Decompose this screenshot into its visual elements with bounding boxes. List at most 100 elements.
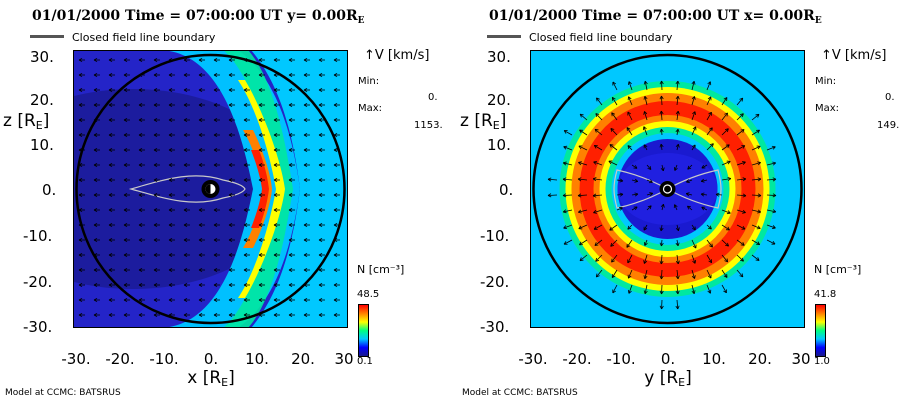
velocity-arrowhead — [333, 104, 338, 108]
velocity-arrowhead — [168, 74, 173, 78]
velocity-arrowhead — [183, 222, 188, 226]
velocity-arrowhead — [303, 72, 308, 76]
velocity-arrow — [595, 254, 603, 262]
velocity-arrowhead — [168, 164, 173, 168]
velocity-arrowhead — [93, 237, 98, 241]
velocity-arrowhead — [258, 87, 263, 91]
velocity-arrowhead — [649, 166, 652, 170]
velocity-arrowhead — [258, 179, 263, 183]
velocity-arrowhead — [757, 178, 762, 182]
velocity-arrowhead — [725, 244, 729, 247]
x-tick: 20. — [748, 350, 772, 368]
velocity-arrowhead — [742, 195, 747, 198]
velocity-arrowhead — [138, 59, 143, 63]
legend-label: Closed field line boundary — [529, 31, 673, 44]
velocity-arrowhead — [108, 132, 113, 136]
velocity-arrowhead — [318, 192, 323, 196]
velocity-arrowhead — [138, 117, 143, 121]
velocity-arrowhead — [138, 147, 143, 151]
velocity-arrowhead — [183, 252, 188, 256]
velocity-arrowhead — [660, 167, 664, 172]
velocity-arrowhead — [198, 87, 203, 91]
velocity-arrowhead — [661, 242, 664, 247]
velocity-arrow — [661, 284, 663, 295]
velocity-arrowhead — [772, 146, 776, 150]
velocity-arrowhead — [93, 74, 98, 78]
y-tick: -30. — [480, 318, 510, 336]
velocity-arrowhead — [677, 128, 680, 133]
velocity-arrowhead — [78, 252, 83, 256]
x-tick: -30. — [518, 350, 548, 368]
velocity-arrowhead — [78, 209, 83, 213]
velocity-arrowhead — [258, 162, 263, 166]
velocity-arrowhead — [123, 74, 128, 78]
velocity-arrowhead — [723, 290, 727, 294]
velocity-arrowhead — [627, 260, 631, 264]
velocity-arrowhead — [578, 225, 582, 229]
velocity-arrowhead — [123, 87, 128, 91]
velocity-arrowhead — [742, 161, 746, 165]
velocity-arrowhead — [675, 80, 679, 85]
velocity-arrowhead — [258, 147, 263, 151]
velocity-arrowhead — [198, 297, 203, 301]
velocity-arrowhead — [93, 104, 98, 108]
x-axis-label: x [RE] — [187, 368, 235, 389]
max-value: 1153. — [414, 120, 443, 131]
velocity-arrowhead — [153, 177, 158, 181]
velocity-arrowhead — [318, 164, 323, 168]
heatmap-svg — [530, 50, 805, 328]
velocity-arrowhead — [228, 209, 233, 213]
velocity-arrowhead — [198, 269, 203, 273]
velocity-arrow — [691, 96, 695, 106]
legend-line-swatch — [487, 35, 521, 38]
velocity-arrowhead — [213, 269, 218, 273]
velocity-arrowhead — [168, 149, 173, 153]
velocity-arrowhead — [675, 305, 679, 310]
x-tick: 30 — [334, 350, 354, 368]
velocity-arrowhead — [596, 97, 600, 100]
velocity-arrowhead — [153, 207, 158, 211]
velocity-arrowhead — [258, 207, 263, 211]
velocity-arrowhead — [694, 96, 696, 100]
velocity-arrowhead — [609, 226, 612, 231]
y-tick: -10. — [480, 227, 510, 245]
velocity-arrowhead — [258, 252, 263, 256]
velocity-arrowhead — [677, 110, 680, 115]
colorbar-min: 0.1 — [357, 356, 373, 367]
velocity-arrowhead — [108, 177, 113, 181]
velocity-arrowhead — [649, 193, 654, 197]
velocity-arrow — [661, 95, 663, 106]
velocity-arrowhead — [612, 290, 616, 294]
velocity-arrowhead — [273, 57, 278, 61]
x-tick: -20. — [562, 350, 592, 368]
velocity-arrowhead — [627, 289, 630, 294]
velocity-arrowhead — [213, 147, 218, 151]
velocity-arrowhead — [303, 179, 308, 183]
velocity-arrow — [578, 209, 588, 213]
velocity-arrow — [563, 162, 573, 166]
velocity-arrow — [751, 129, 760, 136]
velocity-arrowhead — [273, 104, 278, 108]
velocity-arrowhead — [273, 87, 278, 91]
velocity-arrowhead — [635, 165, 638, 169]
y-axis-label: z [RE] — [460, 111, 507, 132]
velocity-arrow — [595, 113, 603, 121]
velocity-arrowhead — [772, 209, 777, 213]
velocity-arrow — [676, 129, 679, 136]
velocity-arrow — [627, 224, 633, 230]
velocity-arrowhead — [693, 290, 696, 294]
velocity-arrowhead — [742, 209, 746, 213]
velocity-arrowhead — [78, 87, 83, 91]
velocity-arrowhead — [303, 59, 308, 63]
velocity-arrowhead — [243, 149, 248, 153]
velocity-arrow — [676, 111, 679, 121]
velocity-arrowhead — [258, 104, 263, 108]
velocity-arrowhead — [628, 290, 632, 294]
velocity-arrowhead — [644, 260, 648, 264]
velocity-arrowhead — [742, 241, 745, 246]
velocity-arrowhead — [303, 312, 308, 316]
velocity-arrowhead — [258, 282, 263, 286]
velocity-arrowhead — [634, 181, 638, 183]
velocity-arrowhead — [700, 178, 705, 182]
velocity-arrow — [706, 284, 711, 294]
